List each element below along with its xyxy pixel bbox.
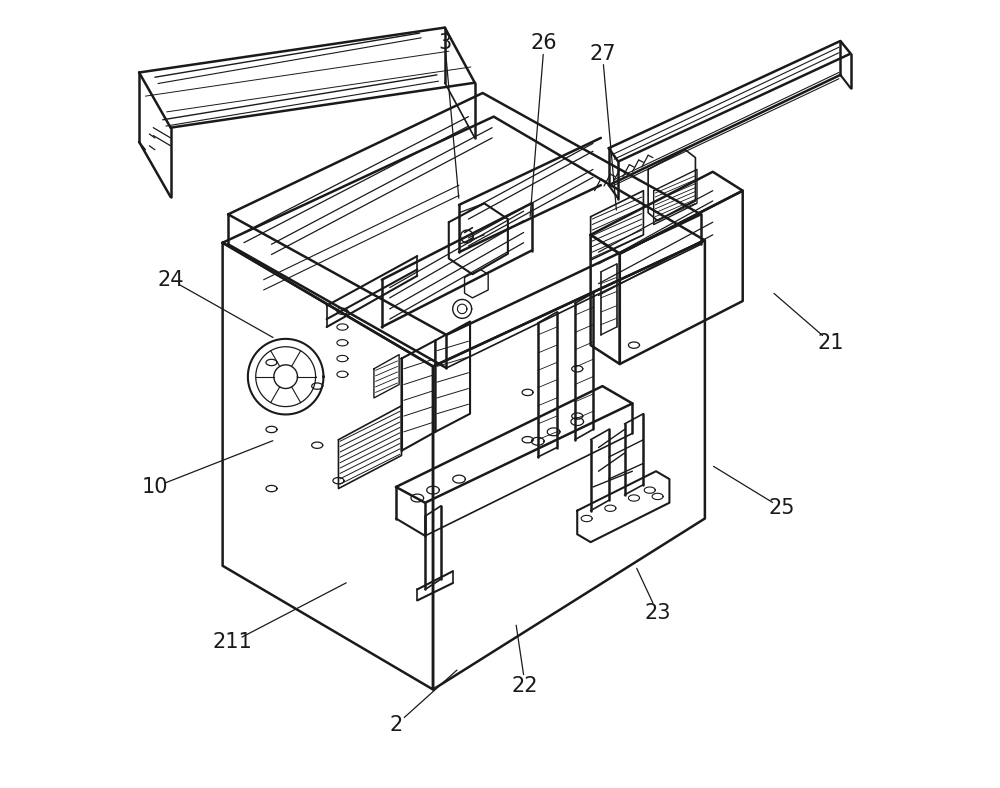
Text: 2: 2 [389,715,403,735]
Text: 25: 25 [769,498,795,519]
Text: 26: 26 [531,33,557,54]
Text: 10: 10 [142,477,168,497]
Text: 24: 24 [157,269,184,290]
Text: 3: 3 [438,33,451,54]
Text: 23: 23 [644,603,671,623]
Text: 211: 211 [212,632,252,652]
Text: 22: 22 [512,675,538,696]
Text: 27: 27 [589,43,616,64]
Text: 21: 21 [818,333,844,353]
